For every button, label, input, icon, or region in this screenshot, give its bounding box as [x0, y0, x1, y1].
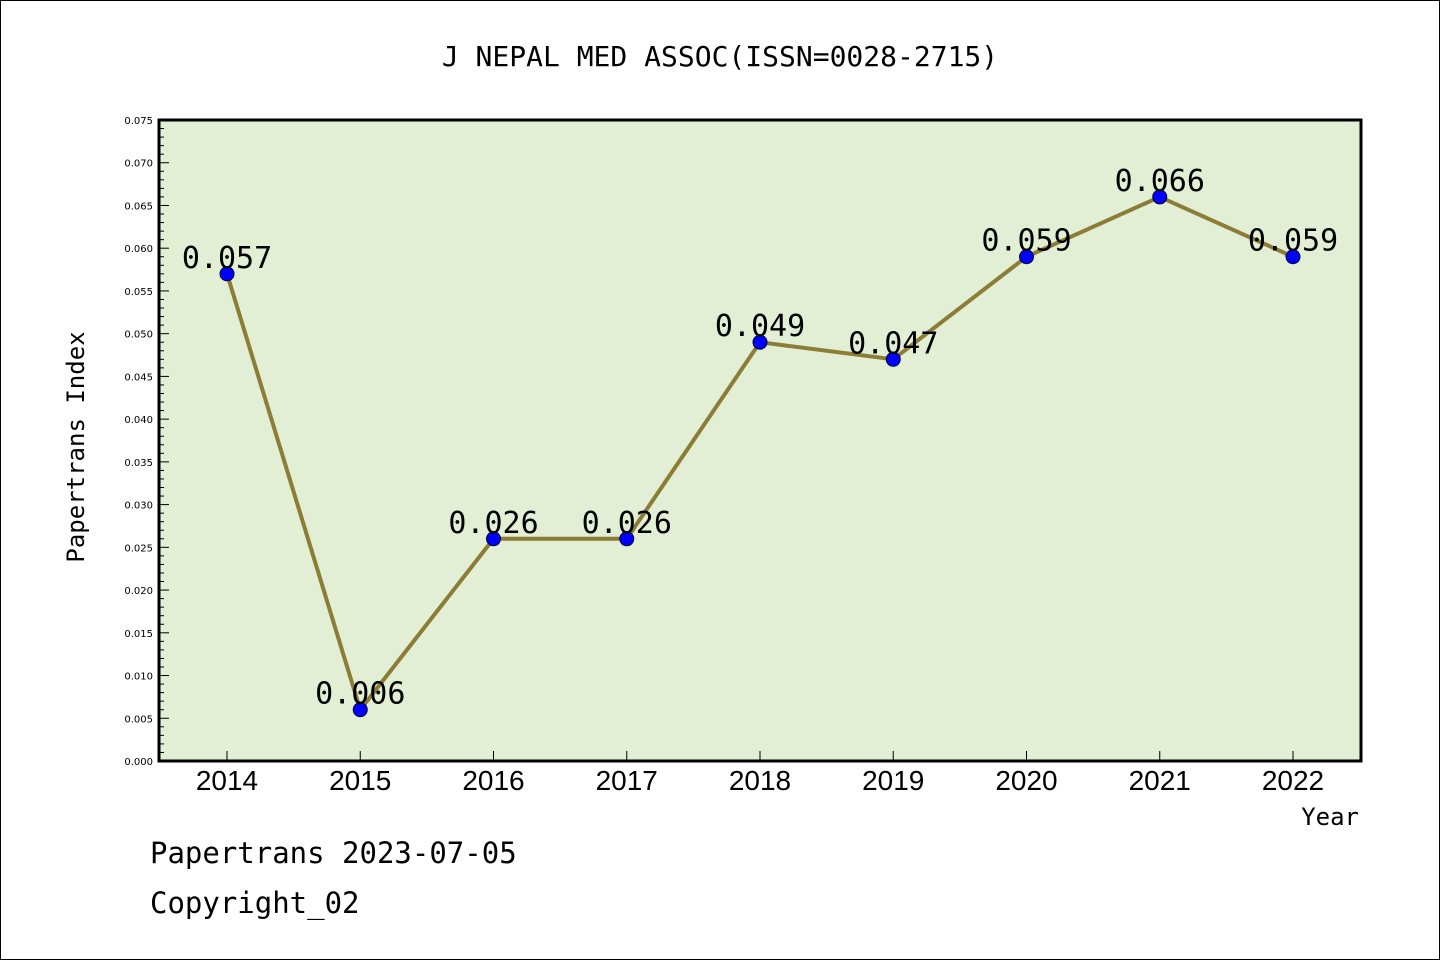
x-tick-label: 2017 — [596, 765, 658, 796]
data-point — [486, 531, 501, 547]
x-tick-label: 2014 — [196, 765, 258, 796]
footer-copyright: Copyright_02 — [150, 886, 360, 920]
y-tick-label: 0.075 — [124, 116, 153, 127]
x-tick-label: 2022 — [1262, 765, 1324, 796]
y-tick-label: 0.070 — [124, 159, 153, 170]
x-tick-label: 2021 — [1129, 765, 1191, 796]
y-tick-label: 0.015 — [124, 629, 153, 640]
x-tick-label: 2018 — [729, 765, 791, 796]
data-point — [1152, 189, 1168, 205]
y-tick-label: 0.065 — [124, 201, 153, 212]
y-tick-label: 0.020 — [124, 586, 153, 597]
data-label: 0.006 — [315, 677, 405, 712]
x-axis-ticks: 2014 2015 2016 2017 2018 2019 2020 2021 2022 — [196, 751, 1324, 796]
data-label: 0.026 — [448, 506, 538, 541]
y-tick-label: 0.050 — [124, 330, 153, 341]
data-label: 0.059 — [1248, 224, 1338, 259]
data-label: 0.057 — [182, 241, 272, 276]
data-label: 0.026 — [582, 506, 672, 541]
y-tick-label: 0.040 — [124, 415, 153, 426]
data-label: 0.047 — [848, 326, 938, 361]
data-point — [1019, 249, 1034, 265]
data-point — [619, 531, 635, 547]
data-label: 0.066 — [1115, 164, 1205, 199]
y-axis-label: Papertrans Index — [62, 331, 90, 562]
y-tick-label: 0.030 — [124, 501, 153, 512]
y-tick-label: 0.055 — [124, 287, 153, 298]
x-tick-label: 2019 — [862, 765, 924, 796]
y-axis-ticks: 0.000 0.005 0.010 0.015 0.020 0.025 0.030 0.035… — [124, 116, 153, 768]
plot-area — [157, 118, 1363, 763]
data-point — [752, 334, 768, 350]
data-point — [352, 702, 368, 718]
footer-date: Papertrans 2023-07-05 — [150, 836, 517, 870]
data-point — [1285, 249, 1301, 265]
data-label: 0.049 — [715, 309, 805, 344]
data-labels: 0.057 0.006 0.026 0.026 0.049 0.047 0.059 0.066… — [182, 164, 1338, 712]
y-tick-label: 0.045 — [124, 372, 153, 383]
x-tick-label: 2016 — [462, 765, 524, 796]
y-tick-label: 0.000 — [124, 757, 153, 768]
y-tick-label: 0.005 — [124, 714, 153, 725]
data-point — [219, 266, 235, 282]
data-label: 0.059 — [981, 224, 1071, 259]
x-tick-label: 2015 — [329, 765, 391, 796]
y-tick-label: 0.035 — [124, 458, 153, 469]
y-tick-label: 0.060 — [124, 244, 153, 255]
y-tick-label: 0.010 — [124, 672, 153, 683]
chart-title: J NEPAL MED ASSOC(ISSN=0028-2715) — [442, 40, 998, 73]
y-tick-label: 0.025 — [124, 543, 153, 554]
x-tick-label: 2020 — [995, 765, 1057, 796]
x-axis-label: Year — [1301, 803, 1359, 831]
data-points — [219, 189, 1301, 718]
data-point — [885, 351, 901, 367]
y-minor-ticks — [159, 119, 169, 762]
